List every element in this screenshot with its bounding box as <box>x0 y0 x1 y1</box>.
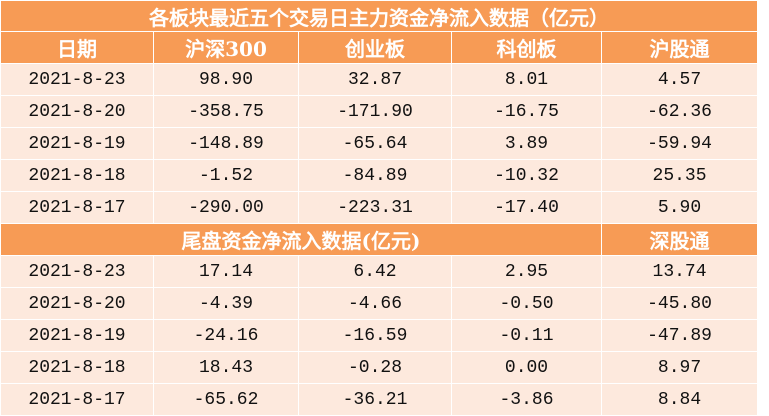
table-cell: -290.00 <box>153 191 299 224</box>
subheader-row: 尾盘资金净流入数据(亿元) 深股通 <box>0 223 759 256</box>
data-row: 2021-8-23 17.14 6.42 2.95 13.74 <box>0 255 759 288</box>
table-cell: 17.14 <box>153 255 299 288</box>
data-row: 2021-8-19 -24.16 -16.59 -0.11 -47.89 <box>0 319 759 352</box>
table-cell: -84.89 <box>298 159 452 192</box>
data-row: 2021-8-18 -1.52 -84.89 -10.32 25.35 <box>0 159 759 192</box>
table-cell: -65.62 <box>153 383 299 416</box>
table-cell: -36.21 <box>298 383 452 416</box>
table-cell: 2021-8-17 <box>0 191 154 224</box>
table-cell: 8.01 <box>451 63 602 96</box>
table-cell: 2021-8-18 <box>0 351 154 384</box>
table-cell: 2021-8-20 <box>0 287 154 320</box>
data-row: 2021-8-20 -4.39 -4.66 -0.50 -45.80 <box>0 287 759 320</box>
column-header: 沪深300 <box>153 31 299 64</box>
table-cell: 32.87 <box>298 63 452 96</box>
title-row: 各板块最近五个交易日主力资金净流入数据（亿元） <box>0 0 759 32</box>
table-cell: -4.66 <box>298 287 452 320</box>
table-cell: -62.36 <box>600 95 759 128</box>
data-row: 2021-8-17 -290.00 -223.31 -17.40 5.90 <box>0 191 759 224</box>
table-cell: -47.89 <box>600 319 759 352</box>
table-cell: 2021-8-23 <box>0 63 154 96</box>
table-cell: 25.35 <box>600 159 759 192</box>
data-row: 2021-8-20 -358.75 -171.90 -16.75 -62.36 <box>0 95 759 128</box>
table-cell: -148.89 <box>153 127 299 160</box>
table-cell: 6.42 <box>298 255 452 288</box>
table-cell: 8.84 <box>600 383 759 416</box>
column-header: 日期 <box>0 31 154 64</box>
table-cell: 2.95 <box>451 255 602 288</box>
data-row: 2021-8-17 -65.62 -36.21 -3.86 8.84 <box>0 383 759 416</box>
table-cell: 98.90 <box>153 63 299 96</box>
table-cell: -171.90 <box>298 95 452 128</box>
table-cell: -59.94 <box>600 127 759 160</box>
column-header: 创业板 <box>298 31 452 64</box>
table-cell: -0.50 <box>451 287 602 320</box>
section-title: 尾盘资金净流入数据(亿元) <box>0 223 602 256</box>
table-cell: 2021-8-19 <box>0 127 154 160</box>
table-cell: -16.75 <box>451 95 602 128</box>
table-cell: -223.31 <box>298 191 452 224</box>
table-cell: 2021-8-18 <box>0 159 154 192</box>
table-cell: 2021-8-19 <box>0 319 154 352</box>
table-cell: 8.97 <box>600 351 759 384</box>
table-cell: 0.00 <box>451 351 602 384</box>
table-cell: -358.75 <box>153 95 299 128</box>
table-cell: -24.16 <box>153 319 299 352</box>
table-cell: -16.59 <box>298 319 452 352</box>
data-row: 2021-8-18 18.43 -0.28 0.00 8.97 <box>0 351 759 384</box>
table-cell: 13.74 <box>600 255 759 288</box>
table-cell: 5.90 <box>600 191 759 224</box>
table-cell: 2021-8-20 <box>0 95 154 128</box>
column-header: 沪股通 <box>600 31 759 64</box>
table-cell: -45.80 <box>600 287 759 320</box>
data-row: 2021-8-23 98.90 32.87 8.01 4.57 <box>0 63 759 96</box>
table-cell: -3.86 <box>451 383 602 416</box>
table-cell: -0.11 <box>451 319 602 352</box>
table-cell: 4.57 <box>600 63 759 96</box>
table-cell: 2021-8-23 <box>0 255 154 288</box>
data-row: 2021-8-19 -148.89 -65.64 3.89 -59.94 <box>0 127 759 160</box>
table-cell: 2021-8-17 <box>0 383 154 416</box>
table-cell: -4.39 <box>153 287 299 320</box>
table-title: 各板块最近五个交易日主力资金净流入数据（亿元） <box>0 0 759 32</box>
table-cell: -65.64 <box>298 127 452 160</box>
table-cell: 18.43 <box>153 351 299 384</box>
header-row: 日期 沪深300 创业板 科创板 沪股通 <box>0 31 759 64</box>
table-cell: -0.28 <box>298 351 452 384</box>
table-cell: 3.89 <box>451 127 602 160</box>
column-header: 科创板 <box>451 31 602 64</box>
table-cell: -17.40 <box>451 191 602 224</box>
table-cell: -1.52 <box>153 159 299 192</box>
table-cell: -10.32 <box>451 159 602 192</box>
column-header: 深股通 <box>600 223 759 256</box>
